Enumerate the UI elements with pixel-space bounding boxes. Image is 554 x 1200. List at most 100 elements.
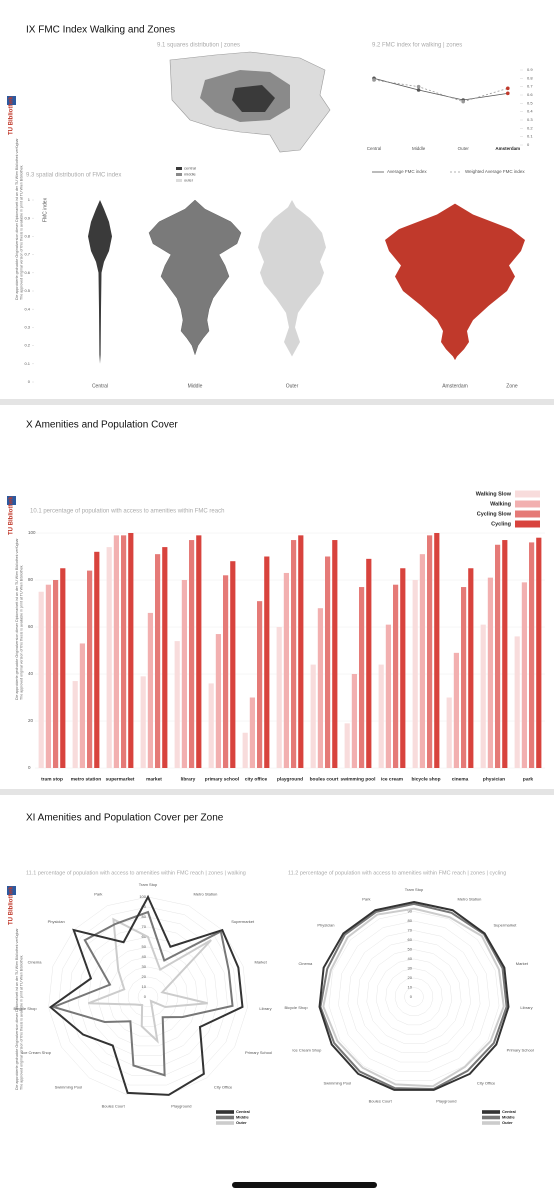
logo: TU Bibliothek — [9, 496, 15, 535]
grid-line — [68, 916, 228, 1076]
y-tick-label: 0.3 — [24, 324, 30, 329]
axis-label: Park — [94, 892, 102, 897]
legend-swatch — [515, 500, 540, 508]
sidebar-note: Die approbierte gedruckte Originalversio… — [15, 537, 19, 700]
bar — [283, 572, 289, 768]
bar — [366, 558, 372, 768]
bar — [468, 568, 474, 768]
logo-mark — [7, 886, 16, 895]
y-tick-label: 0.9 — [24, 215, 30, 220]
violin — [148, 199, 242, 356]
bar — [344, 723, 350, 768]
grid-line — [366, 949, 462, 1044]
axis-label: Playground — [436, 1099, 456, 1104]
x-tick-label: metro station — [71, 776, 101, 782]
logo-mark — [7, 96, 16, 105]
line — [373, 79, 508, 103]
y-tick-label: 60 — [28, 624, 34, 629]
bar — [128, 533, 134, 768]
r-tick-label: 70 — [142, 924, 147, 929]
r-tick-label: 20 — [408, 975, 413, 980]
r-tick-label: 50 — [408, 947, 413, 952]
axis-label: Market — [255, 959, 268, 964]
legend-label: Walking Slow — [476, 491, 512, 497]
legend-swatch — [176, 179, 182, 182]
bar — [419, 554, 425, 768]
bar — [38, 591, 44, 768]
y-tick-label: 100 — [28, 530, 36, 535]
bar — [446, 697, 452, 768]
y-tick-label: 0.6 — [527, 92, 533, 97]
bar — [514, 636, 520, 768]
y-tick-label: 0.2 — [527, 125, 533, 130]
logo: TU Bibliothek — [9, 96, 15, 135]
y-tick-label: 0.2 — [24, 343, 30, 348]
map-central — [232, 85, 275, 112]
section-title: XI Amenities and Population Cover per Zo… — [26, 813, 224, 824]
line — [373, 77, 508, 101]
bar — [242, 732, 248, 768]
r-tick-label: 30 — [142, 964, 147, 969]
grid-line — [375, 958, 453, 1035]
bar — [461, 587, 467, 768]
y-tick-label: 0.8 — [527, 75, 533, 80]
axis-label: Boules Court — [102, 1104, 126, 1109]
x-tick-label: Middle — [188, 383, 203, 389]
bar — [53, 580, 59, 768]
axis-label: Physician — [317, 922, 334, 927]
axis-label: Library — [520, 1005, 532, 1010]
bar — [495, 544, 501, 768]
x-tick-label: Outer — [458, 146, 470, 151]
axis-label: Physician — [48, 919, 65, 924]
y-tick-label: 0.1 — [24, 361, 30, 366]
bar — [351, 674, 357, 768]
bar — [147, 612, 153, 768]
legend-swatch — [515, 490, 540, 498]
bar — [393, 584, 399, 768]
x-tick-label: park — [523, 776, 533, 782]
x-tick-label: physician — [483, 776, 505, 782]
bar — [502, 540, 508, 768]
grid-line — [88, 936, 208, 1056]
legend-label: Walking — [490, 501, 511, 507]
y-tick-label: 0.6 — [24, 270, 30, 275]
bar — [60, 568, 66, 768]
r-tick-label: 60 — [142, 934, 147, 939]
grid-line — [328, 911, 500, 1081]
section-title: X Amenities and Population Cover — [26, 420, 178, 431]
r-tick-label: 90 — [408, 909, 413, 914]
r-tick-label: 0 — [144, 994, 147, 999]
x-tick-label: bicycle shop — [411, 776, 440, 782]
bar — [480, 624, 486, 768]
x-tick-label: Outer — [286, 383, 299, 389]
bar — [310, 664, 316, 768]
axis-label: Supermarket — [231, 919, 255, 924]
x-tick-label: playground — [277, 776, 303, 782]
y-tick-label: 0.5 — [24, 288, 30, 293]
radar-line — [48, 894, 244, 1096]
legend-label: central — [184, 166, 196, 171]
bar — [412, 580, 418, 768]
bar — [45, 584, 51, 768]
bar — [291, 540, 297, 768]
bar — [276, 627, 282, 768]
axis-label: City Office — [477, 1081, 496, 1086]
grid-line — [404, 987, 424, 1007]
legend-label: Middle — [502, 1115, 515, 1120]
bar — [162, 547, 168, 768]
chart-title: 9.2 FMC index for walking | zones — [372, 43, 462, 49]
r-tick-label: 50 — [142, 944, 147, 949]
y-tick-label: 0.7 — [527, 84, 533, 89]
point — [372, 78, 376, 82]
bar — [106, 547, 112, 768]
legend-label: Central — [502, 1109, 516, 1114]
axis-label: Bicycle Shop — [13, 1006, 37, 1011]
bar — [487, 577, 493, 768]
grid-line — [107, 956, 189, 1037]
legend-swatch — [482, 1121, 500, 1125]
chart-title: 11.2 percentage of population with acces… — [288, 870, 506, 876]
